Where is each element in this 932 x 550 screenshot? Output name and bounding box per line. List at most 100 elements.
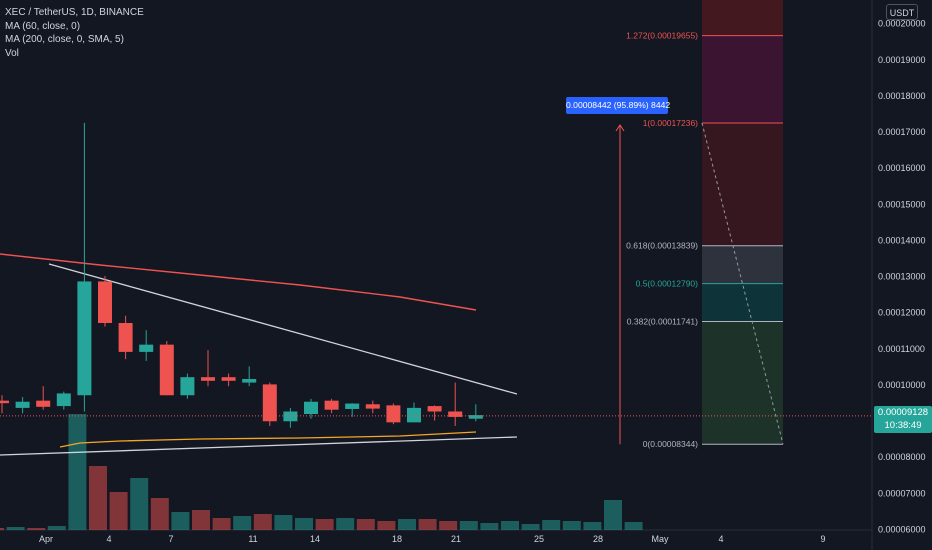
volume-bar — [315, 519, 334, 530]
ma-60-line[interactable] — [59, 431, 477, 448]
y-tick-label: 0.00011000 — [878, 344, 925, 354]
chart-legend: XEC / TetherUS, 1D, BINANCE MA (60, clos… — [5, 6, 144, 60]
fib-level-label: 1(0.00017236) — [643, 118, 698, 128]
trendline-upper[interactable] — [48, 263, 518, 395]
candle-body[interactable] — [304, 401, 318, 415]
volume-bar — [295, 518, 313, 530]
candle-body[interactable] — [283, 411, 298, 422]
y-tick-label: 0.00014000 — [878, 235, 926, 245]
candle-body[interactable] — [345, 403, 360, 409]
symbol-title[interactable]: XEC / TetherUS, 1D, BINANCE — [5, 7, 144, 18]
volume-bar — [521, 524, 540, 530]
price-axis[interactable] — [872, 0, 932, 550]
x-tick-label: May — [651, 534, 669, 544]
candle-body[interactable] — [468, 415, 483, 419]
x-tick-label: 25 — [534, 534, 544, 544]
candle-body[interactable] — [262, 384, 277, 422]
fib-level-label: 1.272(0.00019655) — [626, 31, 698, 41]
x-tick-label: 11 — [248, 534, 257, 544]
fib-zone — [702, 283, 783, 322]
y-tick-label: 0.00010000 — [878, 380, 926, 390]
candle-body[interactable] — [386, 405, 401, 423]
y-tick-label: 0.00007000 — [878, 488, 926, 498]
ma-200-line[interactable] — [0, 253, 477, 311]
fib-level-label: 0(0.00008344) — [643, 439, 698, 449]
y-tick-label: 0.00013000 — [878, 272, 926, 282]
candle-body[interactable] — [407, 407, 421, 423]
candle-body[interactable] — [324, 400, 339, 410]
fib-level-label: 0.5(0.00012790) — [636, 279, 699, 289]
volume-bar — [130, 478, 149, 530]
y-tick-label: 0.00006000 — [878, 524, 926, 534]
volume-bar — [604, 500, 622, 530]
candle-body[interactable] — [201, 377, 215, 381]
indicator-volume[interactable]: Vol — [5, 47, 19, 59]
candle-body[interactable] — [0, 400, 9, 404]
candle-body[interactable] — [118, 322, 133, 352]
candle-body[interactable] — [98, 281, 112, 323]
volume-bar — [624, 522, 643, 530]
volume-bar — [109, 492, 128, 530]
volume-bar — [233, 516, 252, 530]
x-tick-label: 28 — [593, 534, 603, 544]
candle-body[interactable] — [139, 344, 154, 352]
measure-arrow-head — [615, 124, 625, 132]
volume-bar — [253, 514, 272, 530]
candle-body[interactable] — [15, 401, 30, 408]
volume-bar — [68, 414, 87, 530]
volume-bar — [439, 521, 458, 530]
volume-bar — [89, 466, 107, 530]
volume-bar — [377, 521, 396, 530]
indicator-ma60[interactable]: MA (60, close, 0) — [5, 20, 81, 32]
volume-bar — [6, 527, 25, 530]
x-tick-label: 4 — [718, 534, 723, 544]
volume-bar — [459, 521, 478, 530]
volume-bar — [501, 521, 519, 530]
candle-body[interactable] — [159, 344, 174, 396]
volume-bar — [47, 526, 66, 530]
fib-zone — [702, 35, 783, 123]
x-tick-label: 21 — [451, 534, 461, 544]
last-price: 0.00009128 — [877, 407, 929, 418]
candle-body[interactable] — [365, 404, 380, 409]
x-tick-label: 14 — [310, 534, 320, 544]
fib-level-label: 0.618(0.00013839) — [626, 241, 698, 251]
volume-bar — [583, 522, 602, 530]
y-tick-label: 0.00020000 — [878, 19, 926, 29]
candle-body[interactable] — [427, 406, 442, 412]
volume-bar — [192, 510, 210, 530]
volume-bar — [150, 498, 169, 530]
candle-body[interactable] — [77, 281, 92, 396]
y-tick-label: 0.00015000 — [878, 199, 926, 209]
volume-bar — [562, 521, 581, 530]
y-tick-label: 0.00016000 — [878, 163, 926, 173]
currency-button[interactable]: USDT — [886, 4, 918, 20]
fib-level-label: 0.382(0.00011741) — [627, 317, 698, 327]
candle-body[interactable] — [221, 377, 236, 381]
measure-label: 0.00008442 (95.89%) 8442 — [566, 97, 670, 114]
y-tick-label: 0.00008000 — [878, 452, 926, 462]
fib-trend-line[interactable] — [701, 122, 784, 445]
candle-body[interactable] — [242, 378, 257, 383]
volume-bar — [0, 528, 4, 530]
volume-bar — [542, 520, 561, 530]
x-tick-label: 7 — [168, 534, 173, 544]
candle-body[interactable] — [180, 377, 195, 396]
fib-zone — [702, 321, 783, 445]
volume-bar — [356, 519, 375, 530]
y-tick-label: 0.00012000 — [878, 308, 926, 318]
indicator-ma200[interactable]: MA (200, close, 0, SMA, 5) — [5, 34, 124, 45]
volume-bar — [212, 518, 231, 530]
volume-bar — [171, 512, 190, 530]
fib-zone — [702, 245, 783, 284]
candle-body[interactable] — [36, 400, 51, 407]
volume-bar — [418, 519, 437, 530]
fib-zone — [702, 0, 783, 36]
trendline-lower[interactable] — [0, 436, 518, 456]
volume-bar — [336, 518, 355, 530]
x-tick-label: 18 — [392, 534, 402, 544]
candle-body[interactable] — [448, 411, 463, 417]
x-tick-label: 4 — [106, 534, 111, 544]
candle-body[interactable] — [56, 393, 71, 407]
